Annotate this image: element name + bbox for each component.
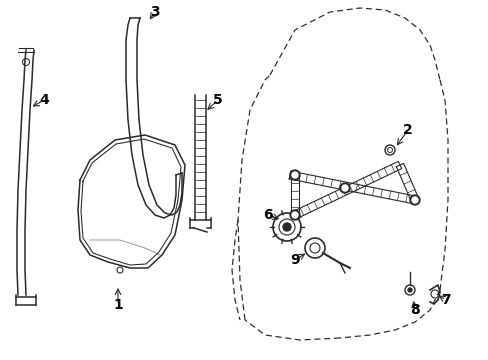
Text: 9: 9 <box>289 253 299 267</box>
Polygon shape <box>290 175 298 215</box>
Circle shape <box>291 172 297 178</box>
Circle shape <box>407 288 411 292</box>
Circle shape <box>339 183 349 193</box>
Circle shape <box>283 223 290 231</box>
Circle shape <box>289 170 299 180</box>
Text: 3: 3 <box>150 5 160 19</box>
Text: 7: 7 <box>440 293 450 307</box>
Polygon shape <box>288 171 415 204</box>
Text: 6: 6 <box>263 208 272 222</box>
Circle shape <box>291 212 297 218</box>
Text: 2: 2 <box>402 123 412 137</box>
Text: 5: 5 <box>213 93 223 107</box>
Circle shape <box>411 197 417 203</box>
Polygon shape <box>293 161 401 219</box>
Circle shape <box>341 185 347 191</box>
Text: 1: 1 <box>113 298 122 312</box>
Text: 4: 4 <box>39 93 49 107</box>
Polygon shape <box>395 163 418 202</box>
Circle shape <box>409 195 419 205</box>
Text: 8: 8 <box>409 303 419 317</box>
Circle shape <box>289 210 299 220</box>
